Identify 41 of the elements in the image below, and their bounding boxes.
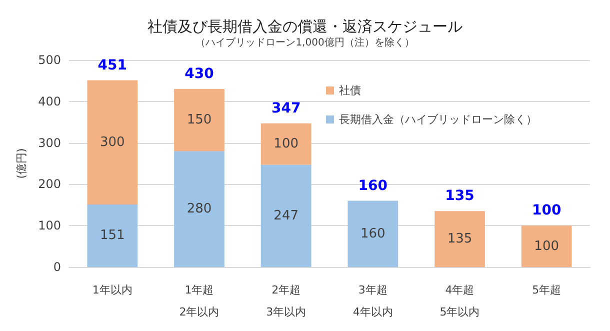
total-label: 451 xyxy=(98,57,128,74)
x-tick-label: 1年超 2年以内 xyxy=(179,284,220,318)
data-label: 160 xyxy=(360,226,386,242)
data-label: 300 xyxy=(100,134,125,150)
chart-title: 社債及び長期借入金の償還・返済スケジュール xyxy=(148,18,462,36)
bar xyxy=(521,226,572,267)
y-tick-label: 500 xyxy=(38,53,61,67)
total-label: 347 xyxy=(271,100,301,116)
legend-label: 社債 xyxy=(339,84,361,97)
chart-subtitle: （ハイブリッドローン1,000億円（注）を除く） xyxy=(196,36,414,48)
y-tick-label: 300 xyxy=(38,136,61,150)
total-label: 100 xyxy=(532,202,562,219)
x-tick-label: 3年超 4年以内 xyxy=(352,284,393,318)
x-tick-label: 4年超 5年以内 xyxy=(440,284,480,318)
data-label: 280 xyxy=(186,202,212,217)
data-label: 247 xyxy=(274,208,298,224)
data-label: 100 xyxy=(274,136,298,152)
x-tick-label: 5年超 xyxy=(532,284,562,296)
data-label: 151 xyxy=(100,228,125,244)
data-label: 100 xyxy=(534,238,559,254)
total-label: 430 xyxy=(184,66,214,82)
y-tick-label: 200 xyxy=(38,177,61,192)
y-tick-label: 400 xyxy=(38,94,61,108)
bar xyxy=(174,88,224,152)
x-tick-label: 2年超 3年以内 xyxy=(266,284,306,318)
total-label: 135 xyxy=(445,188,474,204)
bar xyxy=(260,123,312,165)
bar xyxy=(87,80,138,204)
bar xyxy=(87,204,138,267)
x-tick-label: 1年以内 xyxy=(92,284,132,296)
bar xyxy=(174,151,224,267)
bar xyxy=(348,200,398,267)
data-label: 135 xyxy=(447,232,472,247)
y-tick-label: 100 xyxy=(38,218,61,233)
legend-label: 長期借入金（ハイブリッドローン除く） xyxy=(339,113,537,126)
bar xyxy=(434,211,485,267)
y-axis-title: (億円) xyxy=(15,148,28,179)
bar xyxy=(260,164,312,267)
total-label: 160 xyxy=(358,178,388,194)
y-tick-label: 0 xyxy=(53,260,61,274)
data-label: 150 xyxy=(186,112,212,128)
